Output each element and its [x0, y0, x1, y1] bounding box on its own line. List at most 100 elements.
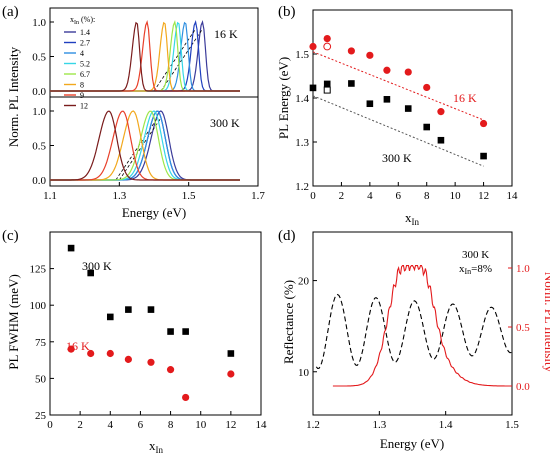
x-tick-label: 6	[396, 190, 402, 202]
point-300k	[227, 350, 235, 357]
y-tick-label-left: 10	[298, 367, 310, 379]
panel-d: (d) Reflectance (%) Norm. PL Intensity E…	[278, 228, 550, 451]
legend-label: 12	[80, 102, 88, 111]
y-tick-label: 0.5	[32, 141, 46, 153]
fit-line	[312, 51, 484, 121]
panel-a-ticks: 1.1 1.3 1.5 1.7 0.0 0.5 1.0 0.0 0.5 1.0	[32, 17, 265, 202]
y-tick-label-left: 20	[298, 276, 310, 288]
x-tick-label: 1.5	[505, 419, 519, 431]
point-300k	[348, 80, 355, 87]
panel-b-points	[309, 35, 488, 160]
pl-curve	[50, 110, 240, 181]
panel-d-letter: (d)	[278, 228, 296, 244]
x-tick-label: 6	[138, 419, 144, 431]
legend-label: 5.2	[80, 60, 90, 69]
x-tick-label: 8	[424, 190, 430, 202]
y-tick-label: 1.3	[295, 137, 309, 149]
point-16k	[124, 355, 132, 363]
panel-a-ylabel: Norm. PL Intensity	[6, 46, 21, 147]
panel-c-frame	[49, 231, 262, 416]
point-16k	[227, 370, 235, 378]
x-tick-label: 1.3	[372, 419, 386, 431]
point-16k	[404, 68, 412, 76]
panel-c-ticks: 0 2 4 6 8 10 12 14 25 50 75 100 125	[30, 264, 268, 431]
open-point-16k	[323, 42, 332, 51]
point-16k	[147, 358, 155, 366]
y-tick-label: 1.0	[32, 106, 46, 118]
panel-d-annotation-xin: xIn=8%	[459, 263, 492, 276]
panel-a-label-16k: 16 K	[214, 27, 238, 41]
point-16k	[437, 108, 445, 116]
point-300k	[404, 105, 412, 112]
panel-b-label-16k: 16 K	[453, 91, 477, 105]
point-300k	[125, 306, 132, 313]
y-tick-label: 1.5	[295, 49, 309, 61]
point-300k	[87, 269, 94, 277]
panel-d-ticks: 1.2 1.3 1.4 1.5 10 20 0.0 0.5 1.0	[298, 263, 530, 431]
y-tick-label: 0.0	[32, 86, 46, 98]
point-300k	[309, 84, 317, 92]
panel-d-ylabel-left: Reflectance (%)	[281, 280, 296, 364]
x-tick-label: 10	[195, 419, 207, 431]
panel-b-fits	[312, 51, 484, 167]
reflectance-curve	[315, 293, 512, 369]
x-tick-label: 8	[168, 419, 174, 431]
x-tick-label: 1.5	[182, 190, 196, 202]
y-tick-label: 125	[30, 264, 47, 276]
y-tick-label: 1.2	[295, 181, 309, 193]
panel-d-frame	[312, 231, 513, 416]
x-tick-label: 10	[450, 190, 462, 202]
panel-a-label-300k: 300 K	[210, 116, 240, 130]
legend-label: 9	[80, 91, 84, 100]
x-tick-label: 2	[77, 419, 83, 431]
panel-b-label-300k: 300 K	[382, 151, 412, 165]
legend-label: 4	[80, 49, 84, 58]
x-tick-label: 1.7	[251, 190, 265, 202]
x-tick-label: 4	[367, 190, 373, 202]
dashed-guide	[153, 28, 196, 92]
point-300k	[323, 80, 331, 88]
point-16k	[323, 35, 331, 43]
point-16k	[347, 47, 355, 55]
panel-d-ylabel-right: Norm. PL Intensity	[542, 272, 550, 373]
point-16k	[182, 393, 190, 402]
x-tick-label: 4	[108, 419, 114, 431]
panel-a-letter: (a)	[2, 4, 19, 20]
x-tick-label: 1.4	[439, 419, 453, 431]
x-tick-label: 12	[478, 190, 489, 202]
y-tick-label: 25	[35, 410, 47, 422]
point-300k	[366, 100, 374, 108]
panel-c-ylabel: PL FWHM (meV)	[6, 274, 21, 370]
y-tick-label: 1.4	[295, 93, 309, 105]
panel-a-legend-title: xIn (%):	[70, 15, 95, 26]
point-300k	[167, 328, 174, 335]
y-tick-label: 100	[30, 300, 47, 312]
y-tick-label: 1.0	[32, 17, 46, 29]
y-tick-label: 0.0	[32, 175, 46, 187]
y-tick-label: 50	[35, 373, 47, 385]
legend-label: 6.7	[80, 70, 90, 79]
point-16k	[166, 366, 175, 374]
panel-c-xlabel: xIn	[149, 438, 163, 455]
legend-label: 2.7	[80, 39, 90, 48]
panel-a: (a) 16 K 300 K Norm. PL Intensity Energy…	[2, 4, 265, 220]
panel-b-letter: (b)	[278, 4, 296, 20]
panel-a-curves	[50, 19, 240, 181]
point-300k	[67, 244, 75, 252]
legend-label: 1.4	[80, 28, 90, 37]
point-300k	[147, 306, 155, 313]
dashed-guide	[118, 117, 162, 181]
pl-curve	[50, 21, 240, 92]
panel-d-xlabel: Energy (eV)	[380, 436, 444, 451]
dashed-guide	[115, 117, 158, 181]
point-16k	[309, 42, 317, 51]
panel-c: (c) PL FWHM (meV) xIn 300 K 16 K 0 2 4 6 8 10…	[2, 228, 267, 455]
panel-c-letter: (c)	[2, 228, 19, 244]
panel-c-points	[67, 244, 235, 402]
panel-d-curves	[315, 265, 512, 387]
x-tick-label: 2	[339, 190, 345, 202]
legend-label: 8	[80, 81, 84, 90]
panel-b-ylabel: PL Energy (eV)	[276, 57, 291, 139]
panel-b: (b) PL Energy (eV) xIn 16 K 300 K 0 2 4 6 8 1…	[276, 4, 518, 227]
